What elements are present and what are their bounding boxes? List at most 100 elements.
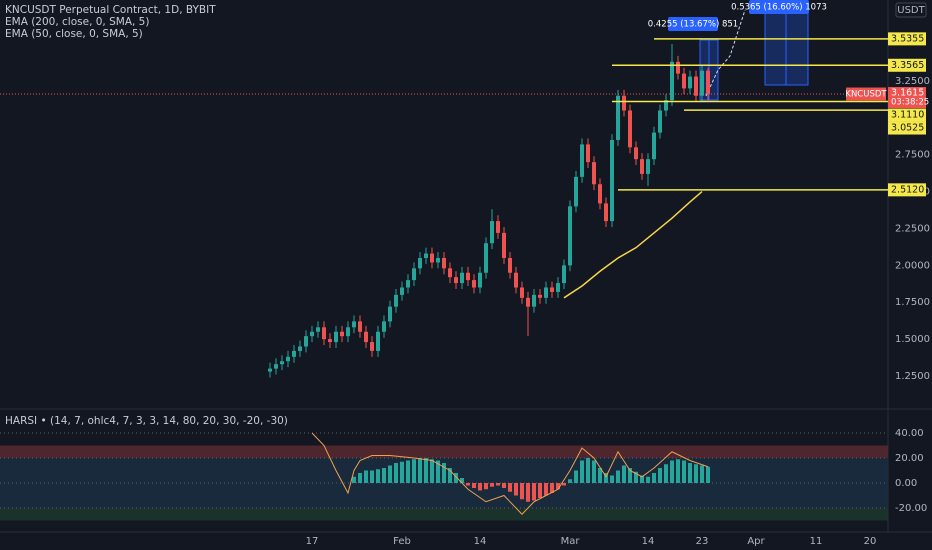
ema-line (563, 191, 703, 299)
histogram-bar (694, 464, 698, 483)
candle-body (328, 339, 332, 343)
x-tick-label: Mar (561, 536, 581, 547)
y-tick-label: 1.7500 (895, 297, 930, 308)
histogram-bar (556, 483, 560, 490)
x-tick-label: 14 (474, 536, 487, 547)
candle-body (340, 331, 344, 337)
histogram-bar (598, 468, 602, 483)
candle-body (442, 257, 446, 269)
position-label: 0.4255 (13.67%) 851 (648, 20, 738, 30)
candle-body (520, 287, 524, 298)
last-price-label: 3.1615 (891, 88, 924, 99)
level-label-box (888, 32, 926, 46)
histogram-bar (658, 468, 662, 483)
legend-line: KNCUSDT Perpetual Contract, 1D, BYBIT (5, 4, 216, 16)
histogram-bar (676, 459, 680, 483)
histogram-bar (592, 460, 596, 483)
candle-body (460, 272, 464, 284)
level-label: 3.3565 (891, 60, 924, 71)
histogram-bar (436, 460, 440, 483)
histogram-bar (364, 470, 368, 483)
x-tick-label: 14 (642, 536, 655, 547)
candle-body (658, 110, 662, 133)
candle-body (634, 147, 638, 160)
histogram-bar (664, 464, 668, 483)
candle-body (454, 277, 458, 284)
histogram-bar (634, 471, 638, 483)
histogram-bar (538, 483, 542, 498)
y-tick-label: 2.0000 (895, 260, 930, 271)
histogram-bar (706, 466, 710, 483)
candle-body (376, 331, 380, 351)
histogram-bar (430, 459, 434, 483)
position-label-box (749, 0, 809, 14)
band (0, 445, 888, 458)
indicator-title: HARSI • (14, 7, ohlc4, 7, 3, 3, 14, 80, … (5, 415, 288, 427)
candle-body (598, 184, 602, 204)
currency[interactable]: USDT (897, 5, 925, 16)
candle-body (268, 368, 272, 372)
legend-line: EMA (50, close, 0, SMA, 5) (5, 28, 143, 40)
histogram-bar (544, 483, 548, 496)
candle-body (502, 232, 506, 258)
y-tick-label: 0.00 (895, 478, 917, 489)
histogram-bar (646, 476, 650, 483)
x-tick-label: 11 (810, 536, 823, 547)
candle-body (346, 327, 350, 337)
candle-body (604, 203, 608, 222)
candle-body (388, 306, 392, 322)
level-label-box (888, 58, 926, 72)
histogram-bar (370, 470, 374, 483)
histogram-bar (514, 483, 518, 496)
histogram-bar (550, 483, 554, 493)
candle-body (334, 331, 338, 343)
candle-body (430, 253, 434, 263)
level-label-box (888, 121, 926, 135)
candle-body (640, 159, 644, 174)
candle-body (586, 144, 590, 163)
histogram-bar (562, 483, 566, 486)
candle-body (514, 272, 518, 288)
y-tick-label: 2.7500 (895, 150, 930, 161)
candle-body (568, 206, 572, 266)
y-tick-label: 20.00 (895, 453, 924, 464)
symbol-label: KNCUSDT (845, 90, 887, 100)
histogram-bar (574, 470, 578, 483)
candle-body (556, 283, 560, 292)
candle-body (676, 61, 680, 74)
countdown: 03:38:25 (891, 98, 929, 108)
y-tick-label: 40.00 (895, 428, 924, 439)
candle-body (310, 331, 314, 337)
candle-body (406, 280, 410, 288)
histogram-bar (460, 478, 464, 483)
candle-body (526, 297, 530, 307)
histogram-bar (670, 460, 674, 483)
candle-body (688, 76, 692, 89)
candle-body (616, 95, 620, 140)
histogram-bar (496, 483, 500, 486)
candle-body (400, 287, 404, 295)
candle-body (592, 162, 596, 185)
histogram-bar (454, 473, 458, 483)
candle-body (382, 321, 386, 332)
candle-body (646, 159, 650, 174)
candle-body (508, 257, 512, 273)
histogram-bar (478, 483, 482, 491)
legend-line: EMA (200, close, 0, SMA, 5) (5, 16, 149, 28)
candle-body (304, 336, 308, 347)
rsi-line (311, 432, 709, 515)
candle-body (322, 327, 326, 340)
candle-body (292, 350, 296, 357)
candle-body (574, 176, 578, 207)
histogram-bar (568, 479, 572, 483)
candle-body (394, 294, 398, 307)
x-tick-label: Apr (747, 536, 765, 547)
histogram-bar (580, 460, 584, 483)
histogram-bar (388, 465, 392, 483)
histogram-bar (424, 458, 428, 483)
candle-body (274, 364, 278, 369)
currency-box[interactable] (895, 2, 927, 18)
candle-body (550, 287, 554, 292)
histogram-bar (610, 475, 614, 483)
candle-body (424, 253, 428, 258)
